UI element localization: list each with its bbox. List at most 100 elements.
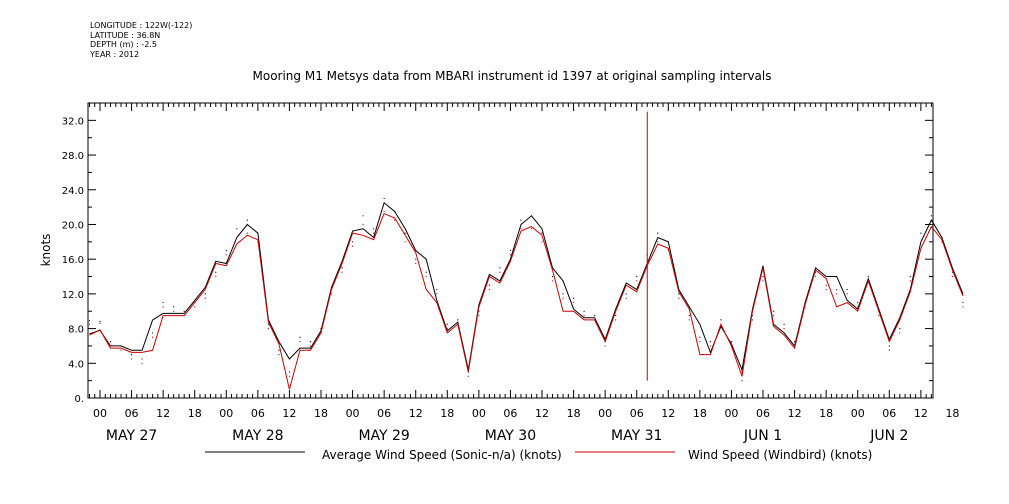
windbird-point (288, 375, 291, 377)
windbird-point (836, 293, 838, 295)
windbird-point (667, 249, 669, 252)
y-tick-label: 28.0 (62, 151, 84, 162)
sonic-point (678, 293, 680, 295)
sonic-point (88, 320, 91, 322)
sonic-point (688, 314, 690, 317)
windbird-point (99, 322, 101, 324)
sonic-point (930, 215, 932, 217)
windbird-point (383, 210, 385, 213)
sonic-point (730, 341, 733, 343)
windbird-point (320, 332, 322, 334)
windbird-point (867, 280, 869, 282)
sonic-point (436, 288, 438, 291)
sonic-point (962, 301, 964, 304)
x-hour-label: 00 (346, 407, 360, 420)
x-hour-label: 00 (472, 407, 486, 420)
windbird-point (909, 280, 911, 282)
sonic-point (425, 271, 427, 273)
windbird-point (309, 345, 312, 347)
windbird-point (394, 219, 396, 221)
sonic-point (320, 327, 322, 330)
sonic-point (857, 301, 859, 304)
x-hour-label: 12 (914, 407, 928, 420)
windbird-point (488, 288, 490, 291)
x-date-label: JUN 2 (869, 428, 908, 444)
windbird-point (362, 223, 364, 226)
chart-title: Mooring M1 Metsys data from MBARI instru… (253, 69, 772, 83)
sonic-point (99, 321, 101, 323)
windbird-point (478, 314, 480, 317)
sonic-point (288, 371, 291, 373)
windbird-point (436, 293, 438, 295)
sonic-point (236, 228, 238, 230)
sonic-point (183, 310, 185, 312)
windbird-point (762, 280, 764, 282)
series-layer (88, 111, 964, 390)
x-hour-label: 06 (882, 407, 896, 420)
windbird-point (878, 314, 880, 317)
x-hour-label: 06 (125, 407, 139, 420)
sonic-point (657, 232, 659, 234)
sonic-point (846, 288, 848, 291)
y-tick-label: 0. (74, 394, 84, 405)
windbird-point (751, 319, 754, 321)
x-hour-label: 18 (567, 407, 581, 420)
x-hour-label: 18 (440, 407, 454, 420)
sonic-point (278, 349, 280, 351)
x-hour-label: 00 (724, 407, 738, 420)
windbird-point (141, 362, 143, 364)
windbird-point (246, 232, 248, 234)
sonic-point (772, 310, 775, 312)
windbird-point (467, 375, 469, 377)
sonic-point (699, 336, 701, 338)
windbird-point (846, 293, 848, 295)
x-hour-label: 00 (598, 407, 612, 420)
windbird-point (699, 341, 701, 343)
sonic-point (793, 341, 796, 343)
axis-ticks: 0. 4.0 8.0 12.0 16.0 20.0 24.0 28.0 32.0 00 06 12 18… (62, 102, 959, 444)
sonic-point (415, 258, 417, 260)
x-date-label: MAY 30 (485, 428, 536, 444)
y-axis-label: knots (39, 234, 53, 267)
sonic-point (762, 275, 764, 278)
windbird-point (446, 327, 448, 330)
sonic-point (551, 275, 554, 278)
windbird-point (278, 354, 280, 356)
year-label: YEAR : 2012 (90, 49, 140, 59)
windbird-point (162, 306, 164, 308)
windbird-point (130, 358, 133, 360)
windbird-point (583, 314, 585, 317)
sonic-point (373, 228, 375, 230)
sonic-point (499, 267, 501, 269)
windbird-point (720, 319, 722, 321)
y-tick-label: 16.0 (62, 255, 84, 266)
x-hour-label: 06 (251, 407, 265, 420)
sonic-point (594, 314, 596, 317)
windbird-point (678, 297, 680, 299)
windbird-point (899, 332, 901, 334)
windbird-point (604, 345, 606, 347)
y-tick-label: 4.0 (68, 359, 84, 370)
windbird-point (815, 275, 817, 278)
sonic-point (783, 323, 785, 325)
windbird-point (520, 228, 522, 230)
windbird-point (236, 236, 238, 239)
legend: Average Wind Speed (Sonic-n/a) (knots) W… (205, 448, 872, 462)
x-hour-label: 00 (93, 407, 107, 420)
windbird-point (709, 345, 711, 347)
sonic-point (909, 275, 911, 278)
sonic-point (836, 288, 838, 291)
sonic-point (709, 341, 711, 343)
sonic-point (162, 301, 164, 304)
x-hour-label: 06 (377, 407, 391, 420)
windbird-point (509, 254, 512, 256)
windbird-point (793, 345, 796, 347)
windbird-point (341, 271, 343, 273)
windbird-point (373, 232, 375, 234)
windbird-point (657, 241, 659, 243)
y-tick-label: 12.0 (62, 290, 84, 301)
sonic-point (457, 319, 459, 321)
x-hour-label: 18 (945, 407, 959, 420)
x-hour-label: 06 (756, 407, 770, 420)
